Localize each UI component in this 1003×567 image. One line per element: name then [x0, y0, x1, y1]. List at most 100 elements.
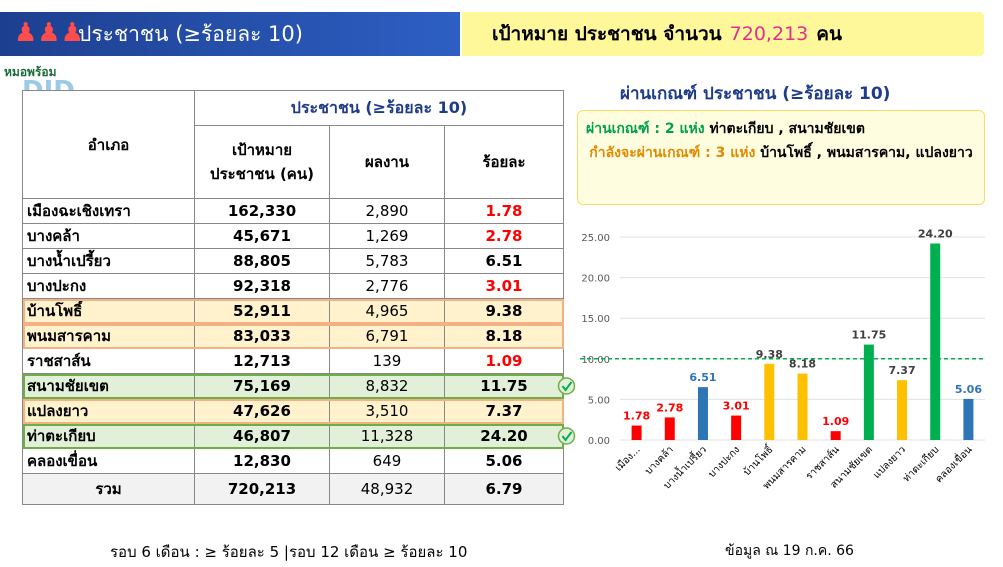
total-cell: 720,213: [194, 473, 330, 505]
bar: [830, 431, 841, 440]
header-row: เป้าหมาย ประชาชน (คน) ผลงาน ร้อยละ: [23, 125, 564, 199]
table-row: ราชสาส์น 12,713 139 1.09: [22, 348, 564, 374]
y-tick-label: 10.00: [581, 355, 610, 366]
table-cell: 2.78: [444, 223, 564, 249]
table-cell: คลองเขื่อน: [22, 448, 195, 474]
column-header: ผลงาน: [329, 125, 445, 199]
bar: [664, 417, 675, 440]
data-label: 1.09: [822, 415, 849, 428]
target-unit: คน: [816, 23, 842, 45]
logo-text: หมอพร้อม: [4, 65, 57, 79]
near-list: บ้านโพธิ์ , พนมสารคาม, แปลงยาว: [760, 145, 973, 161]
criteria-title: ผ่านเกณฑ์ ประชาชน (≥ร้อยละ 10): [620, 84, 891, 104]
table-row: คลองเขื่อน 12,830 649 5.06: [22, 448, 564, 474]
footer-left: รอบ 6 เดือน : ≥ ร้อยละ 5 |รอบ 12 เดือน ≥…: [110, 543, 468, 561]
table-cell: 1.78: [444, 198, 564, 224]
table-cell: 1.09: [444, 348, 564, 374]
table-cell: 6.51: [444, 248, 564, 274]
table-cell: 83,033: [194, 323, 330, 349]
data-label: 6.51: [689, 371, 716, 384]
y-tick-label: 5.00: [588, 395, 610, 406]
total-cell: รวม: [22, 473, 195, 505]
data-label: 3.01: [723, 400, 750, 413]
bar: [863, 344, 874, 440]
bar: [697, 387, 708, 440]
y-tick-label: 20.00: [581, 274, 610, 285]
target-prefix: เป้าหมาย ประชาชน จำนวน: [492, 23, 722, 45]
table-cell: 11.75: [444, 373, 564, 399]
table-cell: 2,890: [329, 198, 445, 224]
table-cell: 47,626: [194, 398, 330, 424]
bar: [797, 373, 808, 440]
table-cell: 8,832: [329, 373, 445, 399]
header-title: ประชาชน (≥ร้อยละ 10): [78, 22, 303, 46]
bar: [631, 425, 642, 440]
target-value: 720,213: [729, 23, 809, 45]
table-row: สนามชัยเขต 75,169 8,832 11.75: [22, 373, 564, 399]
data-label: 8.18: [789, 358, 816, 371]
column-header: เป้าหมาย ประชาชน (คน): [194, 125, 330, 199]
table-row: บ้านโพธิ์ 52,911 4,965 9.38: [22, 298, 564, 324]
y-tick-label: 0.00: [588, 436, 610, 447]
x-tick-label: เมือง...: [613, 444, 643, 474]
bar: [764, 363, 775, 440]
table-cell: 46,807: [194, 423, 330, 449]
bar: [731, 415, 742, 440]
bar: [963, 398, 974, 440]
x-tick-label: บ้านโพธิ์: [739, 441, 776, 478]
passed-label: ผ่านเกณฑ์ :: [586, 121, 660, 137]
table-row: แปลงยาว 47,626 3,510 7.37: [22, 398, 564, 424]
x-tick-label: บางคล้า: [642, 444, 675, 477]
table-cell: 162,330: [194, 198, 330, 224]
bar: [930, 243, 941, 440]
table-cell: 3,510: [329, 398, 445, 424]
table-row: เมืองฉะเชิงเทรา 162,330 2,890 1.78: [22, 198, 564, 224]
header-row: อำเภอ ประชาชน (≥ร้อยละ 10): [22, 90, 564, 199]
data-label: 2.78: [656, 401, 683, 414]
near-label: กำลังจะผ่านเกณฑ์ :: [589, 145, 711, 161]
table-cell: ราชสาส์น: [22, 348, 195, 374]
check-icon: [561, 381, 573, 392]
header-bar: [0, 12, 460, 56]
bar: [897, 380, 908, 440]
passed-count: 2 แห่ง: [664, 121, 705, 137]
check-icon: [557, 377, 576, 395]
table-cell: บางคล้า: [22, 223, 195, 249]
x-tick-label: บางปะกง: [707, 444, 743, 480]
y-tick-label: 15.00: [581, 314, 610, 325]
data-label: 7.37: [888, 364, 915, 377]
table-cell: 3.01: [444, 273, 564, 299]
table-cell: 139: [329, 348, 445, 374]
total-cell: 6.79: [444, 473, 564, 505]
passed-list: ท่าตะเกียบ , สนามชัยเขต: [709, 121, 865, 137]
y-tick-label: 25.00: [581, 233, 610, 244]
criteria-box: ผ่านเกณฑ์ : 2 แห่ง ท่าตะเกียบ , สนามชัยเ…: [577, 110, 985, 205]
near-count: 3 แห่ง: [715, 145, 756, 161]
column-header: อำเภอ: [22, 90, 195, 199]
data-label: 24.20: [918, 227, 953, 240]
table-cell: ท่าตะเกียบ: [22, 423, 195, 449]
table-cell: 5.06: [444, 448, 564, 474]
x-tick-label: คลองเขื่อน: [932, 442, 975, 485]
table-cell: 6,791: [329, 323, 445, 349]
total-cell: 48,932: [329, 473, 445, 505]
table-cell: เมืองฉะเชิงเทรา: [22, 198, 195, 224]
column-header: ร้อยละ: [444, 125, 564, 199]
data-label: 11.75: [851, 329, 886, 342]
table-row: บางคล้า 45,671 1,269 2.78: [22, 223, 564, 249]
table-cell: 12,713: [194, 348, 330, 374]
target-bar: เป้าหมาย ประชาชน จำนวน 720,213 คน: [462, 12, 984, 56]
data-label: 1.78: [623, 410, 650, 423]
check-icon: [561, 431, 573, 442]
total-row: รวม 720,213 48,932 6.79: [22, 473, 564, 505]
table-cell: 1,269: [329, 223, 445, 249]
group-header: ประชาชน (≥ร้อยละ 10): [194, 90, 564, 126]
data-label: 5.06: [955, 383, 982, 396]
data-table: อำเภอ ประชาชน (≥ร้อยละ 10) เป้าหมาย ประชาช…: [22, 90, 564, 505]
table-row: บางปะกง 92,318 2,776 3.01: [22, 273, 564, 299]
data-label: 9.38: [756, 348, 783, 361]
check-icon: [557, 427, 576, 445]
footer-right: ข้อมูล ณ 19 ก.ค. 66: [725, 543, 854, 559]
